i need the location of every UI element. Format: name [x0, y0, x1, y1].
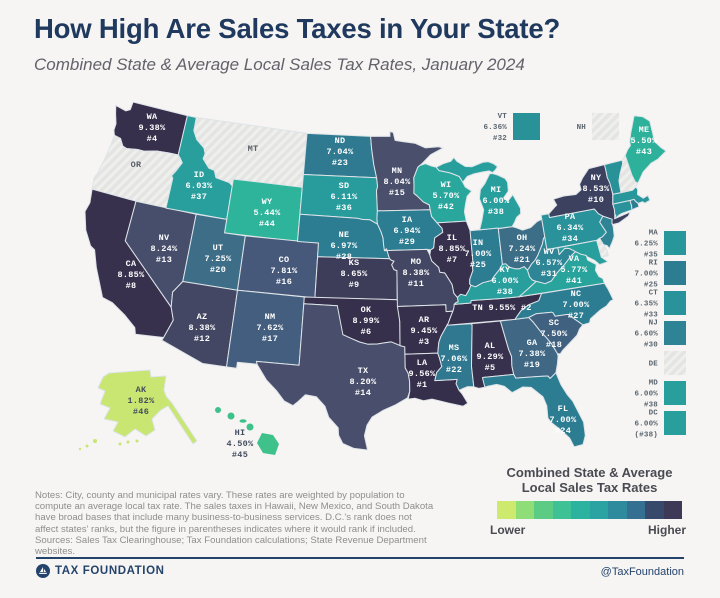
svg-text:PA6.34%#34: PA 6.34% #34	[556, 212, 584, 244]
svg-text:OH7.24%#21: OH 7.24% #21	[508, 233, 536, 265]
svg-text:AK1.82%#46: AK 1.82% #46	[127, 385, 155, 417]
svg-text:KY6.00%#38: KY 6.00% #38	[491, 265, 519, 297]
svg-text:CA8.85%#8: CA 8.85% #8	[117, 259, 145, 291]
svg-text:WI5.70%#42: WI 5.70% #42	[432, 180, 460, 212]
svg-text:MD6.00%#38: MD 6.00% #38	[634, 380, 658, 410]
svg-text:ID6.03%#37: ID 6.03% #37	[185, 170, 213, 202]
svg-text:CO7.81%#16: CO 7.81% #16	[270, 255, 298, 287]
svg-text:LA9.56%#1: LA 9.56% #1	[408, 358, 436, 390]
svg-text:AL9.29%#5: AL 9.29% #5	[476, 341, 504, 373]
svg-text:TX8.20%#14: TX 8.20% #14	[349, 366, 377, 398]
svg-text:OR: OR	[131, 160, 142, 170]
svg-text:ME5.50%#43: ME 5.50% #43	[630, 125, 658, 157]
svg-text:RI7.00%#25: RI 7.00% #25	[634, 260, 658, 290]
svg-text:ND7.04%#23: ND 7.04% #23	[326, 136, 354, 168]
svg-text:NV8.24%#13: NV 8.24% #13	[150, 233, 178, 265]
svg-text:NH: NH	[577, 124, 586, 132]
svg-text:WA9.38%#4: WA 9.38% #4	[138, 112, 166, 144]
svg-text:AZ8.38%#12: AZ 8.38% #12	[188, 312, 216, 344]
svg-text:HI4.50%#45: HI 4.50% #45	[226, 428, 254, 460]
svg-text:NE6.97%#28: NE 6.97% #28	[330, 230, 358, 262]
svg-text:SC7.50%#18: SC 7.50% #18	[540, 318, 568, 350]
svg-text:VA5.77%#41: VA 5.77% #41	[560, 254, 588, 286]
svg-text:MT: MT	[248, 144, 259, 154]
svg-text:MN8.04%#15: MN 8.04% #15	[383, 166, 411, 198]
svg-text:SD6.11%#36: SD 6.11% #36	[330, 181, 358, 213]
svg-text:OK8.99%#6: OK 8.99% #6	[352, 305, 380, 337]
svg-text:WV6.57%#31: WV 6.57% #31	[535, 247, 563, 279]
svg-text:MI6.00%#38: MI 6.00% #38	[482, 185, 510, 217]
svg-text:NJ6.60%#30: NJ 6.60% #30	[634, 320, 658, 350]
svg-text:TN 9.55% #2: TN 9.55% #2	[472, 303, 531, 313]
svg-text:DC6.00%(#38): DC 6.00% (#38)	[634, 410, 658, 440]
svg-text:MA6.25%#35: MA 6.25% #35	[634, 230, 658, 260]
svg-text:UT7.25%#20: UT 7.25% #20	[204, 243, 232, 275]
svg-text:MS7.06%#22: MS 7.06% #22	[440, 343, 468, 375]
svg-text:IN7.00%#25: IN 7.00% #25	[464, 238, 492, 270]
svg-text:MO8.38%#11: MO 8.38% #11	[402, 257, 430, 289]
svg-text:VT6.36%#32: VT 6.36% #32	[483, 113, 507, 143]
svg-text:IA6.94%#29: IA 6.94% #29	[393, 215, 421, 247]
svg-text:NC7.00%#27: NC 7.00% #27	[562, 289, 590, 321]
svg-text:AR9.45%#3: AR 9.45% #3	[410, 315, 438, 347]
svg-text:KS8.65%#9: KS 8.65% #9	[340, 258, 368, 290]
svg-text:GA7.38%#19: GA 7.38% #19	[518, 338, 546, 370]
svg-text:FL7.00%#24: FL 7.00% #24	[549, 404, 577, 436]
svg-text:CT6.35%#33: CT 6.35% #33	[634, 290, 658, 320]
svg-text:IL8.85%#7: IL 8.85% #7	[438, 233, 466, 265]
svg-text:NY8.53%#10: NY 8.53% #10	[582, 173, 610, 205]
svg-text:DE: DE	[649, 361, 659, 369]
svg-text:WY5.44%#44: WY 5.44% #44	[253, 197, 281, 229]
svg-text:NM7.62%#17: NM 7.62% #17	[256, 312, 284, 344]
